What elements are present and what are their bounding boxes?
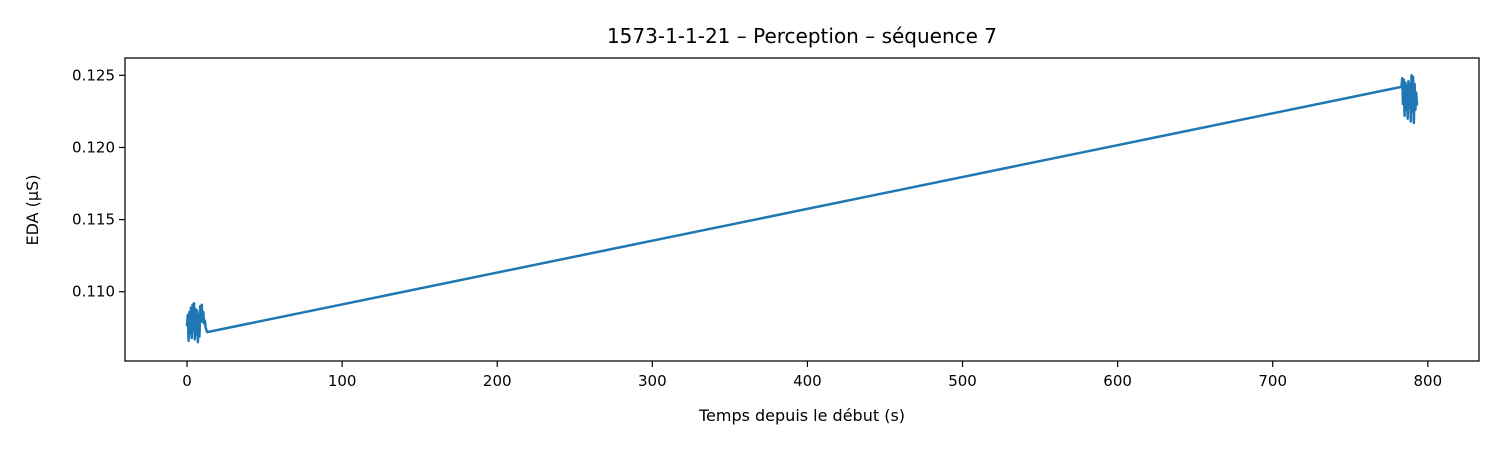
eda-series-line — [185, 74, 1419, 344]
x-tick-label: 800 — [1413, 372, 1442, 390]
y-axis: 0.110 0.115 0.120 0.125 — [72, 66, 125, 301]
x-axis-label: Temps depuis le début (s) — [698, 406, 905, 425]
x-tick-label: 400 — [793, 372, 822, 390]
x-tick-label: 700 — [1258, 372, 1287, 390]
plot-frame — [124, 57, 1480, 362]
x-tick-label: 200 — [483, 372, 512, 390]
x-tick-label: 100 — [328, 372, 357, 390]
y-tick-label: 0.115 — [72, 211, 115, 229]
x-axis: 0 100 200 300 400 500 600 700 800 — [182, 361, 1442, 390]
y-axis-label: EDA (µS) — [23, 175, 42, 246]
x-tick-label: 300 — [638, 372, 667, 390]
x-tick-label: 600 — [1103, 372, 1132, 390]
y-tick-label: 0.110 — [72, 283, 115, 301]
chart-title: 1573-1-1-21 – Perception – séquence 7 — [607, 24, 997, 48]
x-tick-label: 500 — [948, 372, 977, 390]
y-tick-label: 0.120 — [72, 138, 115, 156]
y-tick-label: 0.125 — [72, 66, 115, 84]
x-tick-label: 0 — [182, 372, 192, 390]
